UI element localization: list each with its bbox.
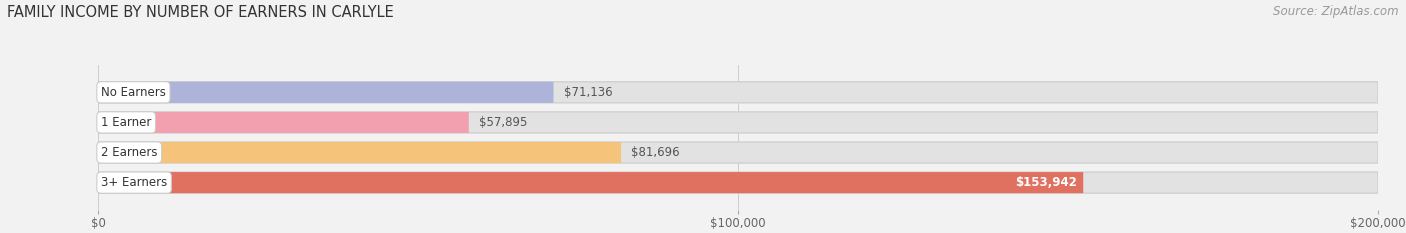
Text: 3+ Earners: 3+ Earners: [101, 176, 167, 189]
Text: $71,136: $71,136: [564, 86, 613, 99]
Text: $153,942: $153,942: [1015, 176, 1077, 189]
FancyBboxPatch shape: [98, 82, 554, 103]
FancyBboxPatch shape: [98, 142, 621, 163]
Text: Source: ZipAtlas.com: Source: ZipAtlas.com: [1274, 5, 1399, 18]
FancyBboxPatch shape: [98, 142, 1378, 163]
Text: 1 Earner: 1 Earner: [101, 116, 152, 129]
FancyBboxPatch shape: [98, 172, 1378, 193]
Text: $57,895: $57,895: [479, 116, 527, 129]
FancyBboxPatch shape: [98, 112, 1378, 133]
FancyBboxPatch shape: [98, 82, 1378, 103]
FancyBboxPatch shape: [98, 172, 1083, 193]
Text: No Earners: No Earners: [101, 86, 166, 99]
FancyBboxPatch shape: [98, 112, 468, 133]
Text: FAMILY INCOME BY NUMBER OF EARNERS IN CARLYLE: FAMILY INCOME BY NUMBER OF EARNERS IN CA…: [7, 5, 394, 20]
Text: 2 Earners: 2 Earners: [101, 146, 157, 159]
Text: $81,696: $81,696: [631, 146, 681, 159]
